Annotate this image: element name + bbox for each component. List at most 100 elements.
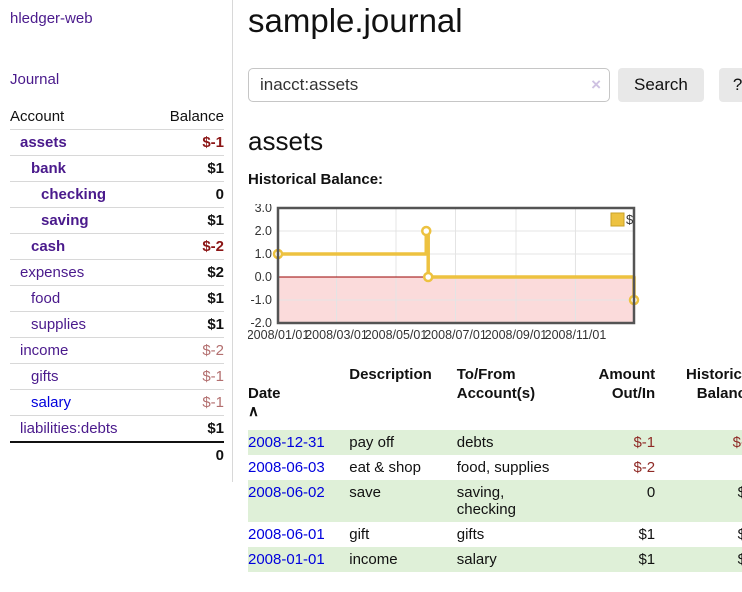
- account-heading: assets: [248, 125, 324, 156]
- accounts-tree: Account Balance assets $-1 bank $1 check…: [10, 104, 224, 468]
- transaction-balance: $2: [657, 480, 742, 523]
- historical-balance-chart: 3.0 2.0 1.0 0.0 -1.0 -2.02008/01/012008/03/01…: [248, 204, 640, 342]
- accounts-header-account: Account: [10, 108, 65, 125]
- svg-text:3.0: 3.0: [255, 204, 272, 215]
- account-link[interactable]: gifts: [31, 368, 59, 385]
- help-button[interactable]: ?: [718, 67, 742, 102]
- account-row: food $1: [10, 285, 224, 312]
- account-balance: $1: [152, 311, 224, 338]
- svg-text:-2.0: -2.0: [250, 316, 272, 330]
- svg-text:2008/03/01: 2008/03/01: [305, 328, 368, 342]
- account-link[interactable]: salary: [31, 394, 72, 411]
- transactions-header: Date ∧ Description To/From Account(s) Am…: [248, 366, 742, 430]
- transaction-amount: $-1: [573, 430, 658, 456]
- transaction-date-link[interactable]: 2008-12-31: [248, 434, 325, 452]
- transaction-row: 2008-06-02 save saving, checking 0 $2: [248, 480, 742, 523]
- chart-heading: Historical Balance:: [248, 170, 384, 188]
- search-input[interactable]: [248, 67, 610, 102]
- transaction-date-link[interactable]: 2008-06-01: [248, 526, 325, 544]
- transaction-row: 2008-06-03 eat & shop food, supplies $-2…: [248, 455, 742, 480]
- svg-text:2008/09/01: 2008/09/01: [485, 328, 548, 342]
- transaction-row: 2008-06-01 gift gifts $1 $2: [248, 522, 742, 547]
- transaction-row: 2008-12-31 pay off debts $-1 $-1: [248, 430, 742, 456]
- account-link[interactable]: bank: [31, 160, 67, 177]
- account-link[interactable]: cash: [31, 238, 66, 255]
- account-balance: $1: [152, 207, 224, 234]
- svg-text:-1.0: -1.0: [250, 293, 272, 307]
- account-row: saving $1: [10, 207, 224, 234]
- transaction-accounts: debts: [456, 430, 574, 456]
- transaction-amount: $1: [573, 547, 658, 573]
- account-balance: $1: [152, 415, 224, 442]
- transaction-balance: $-1: [657, 430, 742, 456]
- column-header-description: Description: [349, 365, 432, 383]
- account-row: checking 0: [10, 181, 224, 208]
- account-balance: $1: [152, 285, 224, 312]
- account-row: liabilities:debts $1: [10, 415, 224, 442]
- column-header-date[interactable]: Date ∧: [248, 384, 281, 421]
- account-row: assets $-1: [10, 129, 224, 156]
- search-bar: × Search ?: [248, 67, 742, 102]
- clear-search-icon[interactable]: ×: [591, 74, 601, 94]
- transaction-description: pay off: [349, 430, 457, 456]
- transaction-amount: $1: [638, 526, 656, 544]
- transaction-date-link[interactable]: 2008-06-02: [248, 484, 325, 502]
- transaction-description: save: [349, 480, 457, 523]
- account-balance: $2: [152, 259, 224, 286]
- transaction-description: gift: [349, 526, 370, 544]
- page-title: sample.journal: [248, 2, 463, 39]
- accounts-total-row: 0: [10, 441, 224, 468]
- brand-link[interactable]: hledger-web: [10, 10, 93, 27]
- account-link[interactable]: income: [20, 342, 69, 359]
- sidebar-item-journal[interactable]: Journal: [10, 71, 60, 88]
- svg-text:1.0: 1.0: [255, 247, 272, 261]
- search-button[interactable]: Search: [618, 67, 704, 102]
- transaction-description: eat & shop: [349, 459, 421, 477]
- account-link[interactable]: checking: [41, 186, 107, 203]
- transaction-balance: 0: [657, 455, 742, 480]
- account-row: supplies $1: [10, 311, 224, 338]
- transaction-amount: $-2: [633, 459, 656, 477]
- svg-text:$: $: [626, 212, 634, 227]
- svg-text:2008/01/01: 2008/01/01: [248, 328, 309, 342]
- transactions-table: Date ∧ Description To/From Account(s) Am…: [248, 366, 742, 573]
- account-balance: $-2: [152, 337, 224, 364]
- transaction-balance: $2: [737, 526, 742, 544]
- transaction-balance: $1: [657, 547, 742, 573]
- transaction-accounts: food, supplies: [456, 459, 550, 477]
- account-link[interactable]: liabilities:debts: [20, 420, 118, 437]
- account-row: gifts $-1: [10, 363, 224, 390]
- column-header-balance: Historical Balance: [685, 365, 742, 402]
- account-link[interactable]: expenses: [20, 264, 85, 281]
- svg-text:0.0: 0.0: [255, 270, 272, 284]
- account-row: income $-2: [10, 337, 224, 364]
- svg-text:2008/05/01: 2008/05/01: [365, 328, 428, 342]
- account-row: bank $1: [10, 155, 224, 182]
- accounts-header-balance: Balance: [169, 108, 224, 125]
- sort-ascending-icon[interactable]: ∧: [248, 403, 259, 421]
- account-link[interactable]: supplies: [31, 316, 87, 333]
- transaction-accounts: gifts: [456, 526, 485, 544]
- account-balance: $1: [152, 155, 224, 182]
- column-header-accounts: To/From Account(s): [456, 365, 536, 402]
- svg-text:2.0: 2.0: [255, 224, 272, 238]
- account-link[interactable]: assets: [20, 134, 67, 151]
- account-balance: $-1: [152, 129, 224, 156]
- main-content: sample.journal × Search ? assets Histori…: [233, 0, 742, 592]
- transaction-row: 2008-01-01 income salary $1 $1: [248, 547, 742, 573]
- sidebar: hledger-web Journal Account Balance asse…: [0, 0, 233, 482]
- account-row: cash $-2: [10, 233, 224, 260]
- transaction-date-link[interactable]: 2008-01-01: [248, 551, 325, 569]
- transaction-accounts: salary: [456, 547, 574, 573]
- account-link[interactable]: food: [31, 290, 61, 307]
- account-balance: $-2: [152, 233, 224, 260]
- account-link[interactable]: saving: [41, 212, 89, 229]
- account-balance: $-1: [152, 389, 224, 416]
- column-header-amount: Amount Out/In: [598, 365, 656, 402]
- account-balance: $-1: [152, 363, 224, 390]
- account-balance: 0: [152, 181, 224, 208]
- account-row: salary $-1: [10, 389, 224, 416]
- transaction-date-link[interactable]: 2008-06-03: [248, 459, 325, 477]
- svg-text:2008/07/01: 2008/07/01: [424, 328, 487, 342]
- accounts-header: Account Balance: [10, 104, 224, 130]
